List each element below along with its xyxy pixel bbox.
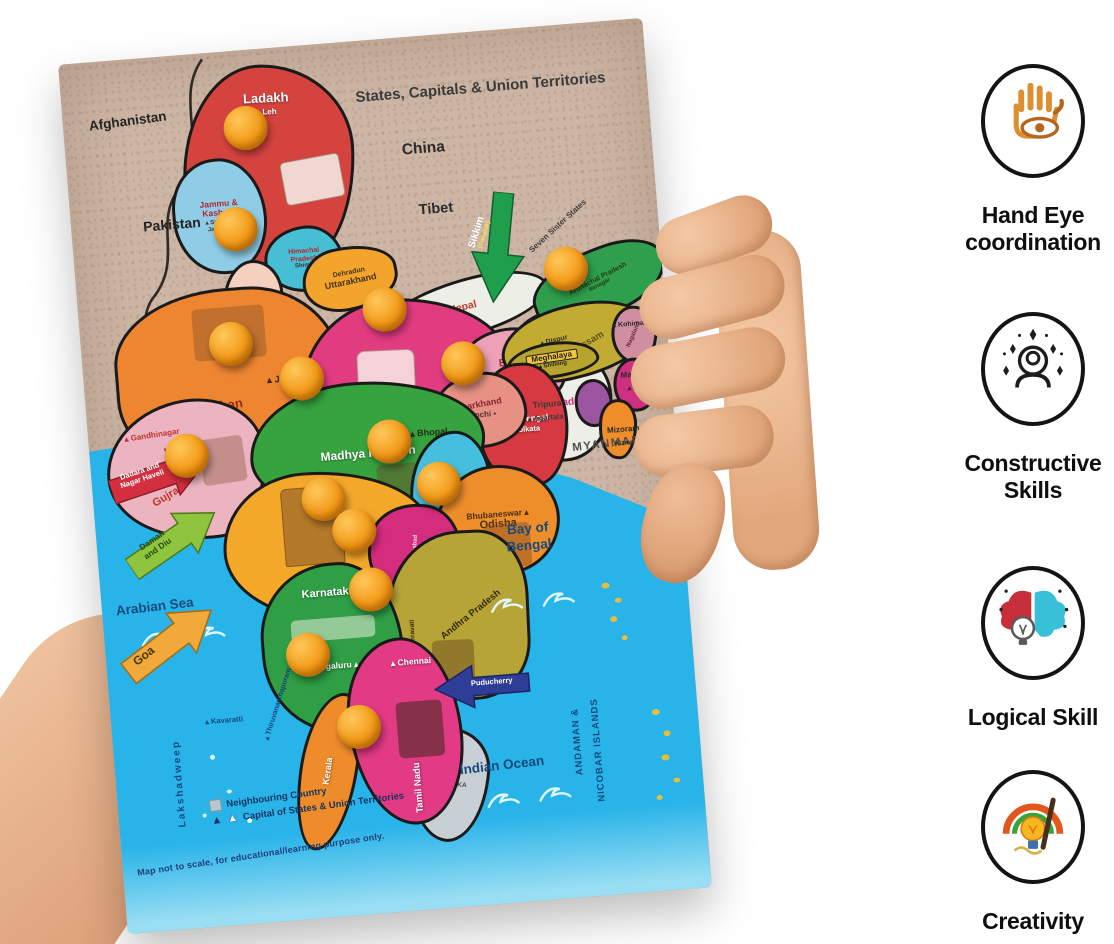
feature-logical: Logical Skill [952, 566, 1114, 731]
state-label: Kerala [320, 757, 335, 786]
bay-of-bengal-label: Bay of Bengal [505, 519, 553, 555]
light-triangle-icon: ▲ [226, 811, 239, 825]
hand-eye-icon [981, 64, 1085, 178]
country-label-tibet: Tibet [418, 199, 454, 219]
board-title: States, Capitals & Union Territories [354, 69, 607, 107]
sikkim-arrow: Sikkim (Gangtok) [461, 189, 536, 311]
daman-diu-arrow: Daman and Diu [117, 487, 235, 591]
wave-icon [487, 787, 572, 808]
puducherry-arrow: Puducherry [431, 659, 532, 713]
logical-skill-icon [981, 566, 1085, 680]
feature-caption: Logical Skill [967, 704, 1099, 730]
feature-caption: Creativity [982, 908, 1084, 934]
country-label-china: China [401, 138, 446, 159]
right-arrow-icon [120, 609, 213, 685]
dark-triangle-icon: ▲ [210, 813, 224, 828]
feature-caption: Constructive Skills [964, 450, 1102, 504]
seven-sister-states-label: Seven Sister States [527, 197, 589, 255]
child-hand [625, 187, 822, 600]
monument-illustration [278, 152, 347, 207]
feature-creativity: Creativity [952, 770, 1114, 935]
state-label: Karnataka [301, 584, 356, 602]
neighbour-country-swatch [208, 798, 223, 813]
feature-caption: Hand Eye coordination [965, 202, 1101, 256]
india-map-puzzle-board: Nepal Bhutan Bangladesh SRI LANKA Ladakh… [57, 17, 713, 935]
goa-arrow: Goa [107, 582, 237, 699]
wave-icon [491, 592, 575, 614]
capital-label: ▴ Chennai [390, 654, 432, 669]
state-label: Ladakh [242, 89, 289, 107]
hand-thumb [628, 453, 738, 593]
right-arrow-icon [124, 512, 216, 581]
left-arrow-icon [433, 664, 531, 709]
constructive-skills-icon [981, 312, 1085, 426]
down-arrow-icon [470, 190, 526, 304]
state-label: Tamil Nadu [411, 762, 427, 814]
feature-constructive: Constructive Skills [952, 312, 1114, 504]
creativity-icon [981, 770, 1085, 884]
feature-hand-eye: Hand Eye coordination [952, 64, 1114, 256]
